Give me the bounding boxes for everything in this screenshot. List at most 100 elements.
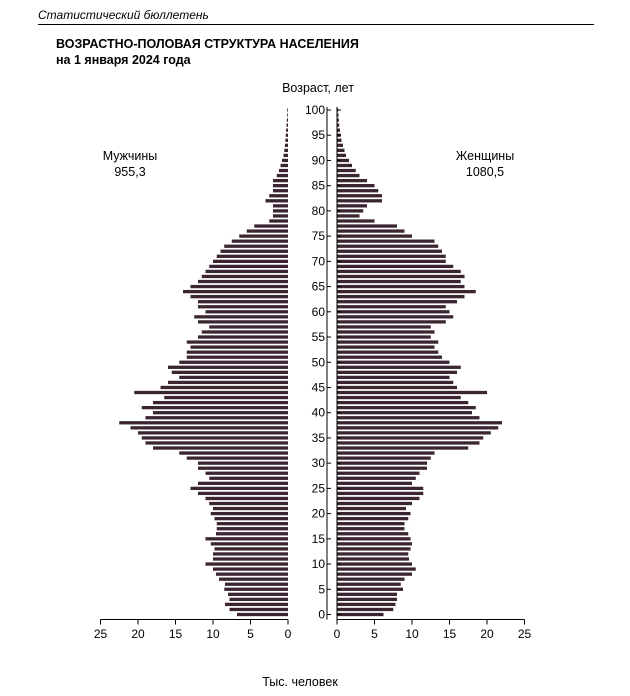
age-tick-label: 45 (312, 380, 326, 394)
male-bar (284, 148, 288, 153)
male-bar (168, 380, 288, 385)
female-bar (337, 587, 403, 591)
female-x-tick-label: 20 (480, 627, 494, 641)
male-bar (141, 436, 288, 440)
female-bar (337, 542, 412, 546)
female-bar (337, 123, 340, 127)
female-bar (337, 446, 469, 450)
female-bar (337, 532, 409, 536)
male-bar (186, 350, 288, 354)
female-bar (337, 592, 397, 596)
figure-title: ВОЗРАСТНО-ПОЛОВАЯ СТРУКТУРА НАСЕЛЕНИЯ на… (56, 36, 359, 68)
female-bar (337, 330, 435, 334)
age-tick-label: 20 (312, 507, 326, 521)
male-bar (214, 547, 288, 551)
female-bar (337, 441, 480, 445)
male-bar (198, 335, 288, 339)
male-bar (138, 431, 288, 435)
female-bar (337, 395, 461, 400)
male-bar (209, 325, 288, 329)
running-title: Статистический бюллетень (38, 8, 209, 22)
male-bar (186, 456, 288, 460)
female-bar (337, 612, 384, 617)
male-bar (213, 506, 288, 511)
female-bar (337, 511, 411, 516)
male-bar (186, 355, 288, 359)
male-bar (229, 597, 288, 602)
female-bar (337, 315, 454, 319)
male-bar (194, 315, 288, 319)
male-bar (285, 138, 288, 142)
female-bar (337, 229, 405, 233)
female-bar (337, 204, 367, 208)
female-bar (337, 355, 442, 359)
age-tick-label: 80 (312, 204, 326, 218)
female-bar (337, 219, 375, 223)
male-bar (216, 522, 288, 526)
male-bar (239, 234, 288, 238)
axes (100, 107, 525, 625)
figure-title-line1: ВОЗРАСТНО-ПОЛОВАЯ СТРУКТУРА НАСЕЛЕНИЯ (56, 37, 359, 51)
female-bar (337, 184, 375, 188)
female-bar (337, 400, 469, 405)
female-bar (337, 501, 412, 506)
female-bar (337, 375, 450, 380)
female-bar (337, 158, 349, 163)
female-bar (337, 194, 382, 198)
female-bar (337, 486, 424, 491)
female-bar (337, 224, 397, 228)
female-bar (337, 209, 364, 213)
female-bar (337, 244, 439, 248)
age-tick-label: 60 (312, 305, 326, 319)
male-bar (213, 552, 288, 556)
male-bar (285, 133, 288, 137)
male-bar (237, 612, 288, 617)
female-bar (337, 153, 346, 158)
female-bar (337, 305, 446, 309)
female-bar (337, 173, 360, 178)
male-x-tick-label: 20 (131, 627, 145, 641)
male-bar (153, 446, 288, 450)
female-bar (337, 567, 416, 571)
female-x-tick-label: 15 (443, 627, 457, 641)
x-axis-label: Тыс. человек (262, 675, 338, 689)
age-tick-label: 15 (312, 532, 326, 546)
male-bar (198, 466, 288, 470)
female-bar (337, 214, 360, 218)
female-bar (337, 118, 339, 122)
male-bar (216, 254, 288, 258)
male-bar (130, 426, 288, 430)
age-tick-label: 10 (312, 557, 326, 571)
female-bar (337, 516, 409, 521)
female-x-tick-label: 25 (518, 627, 532, 641)
female-bar (337, 390, 487, 395)
male-bar (205, 310, 288, 314)
male-bar (198, 481, 288, 485)
female-bar (337, 527, 405, 531)
figure-title-line2: на 1 января 2024 года (56, 53, 191, 67)
female-bar (337, 365, 461, 369)
male-bar (224, 587, 288, 591)
age-tick-label: 75 (312, 229, 326, 243)
male-bar (210, 542, 288, 546)
male-series-name: Мужчины (103, 149, 158, 163)
male-bar (201, 274, 288, 279)
female-bar (337, 249, 442, 253)
male-bar (198, 461, 288, 465)
female-bar (337, 607, 394, 612)
female-bar (337, 456, 431, 460)
female-bar (337, 163, 352, 168)
age-tick-label: 25 (312, 481, 326, 495)
male-bar (205, 471, 288, 475)
male-bar (273, 204, 288, 208)
male-bar (273, 189, 288, 193)
male-bar (183, 289, 288, 294)
age-axis-label: Возраст, лет (282, 81, 354, 95)
male-bar (198, 279, 288, 284)
male-bar (209, 264, 288, 269)
female-bar (337, 466, 427, 470)
male-bar (205, 537, 288, 541)
female-bars (337, 108, 502, 617)
